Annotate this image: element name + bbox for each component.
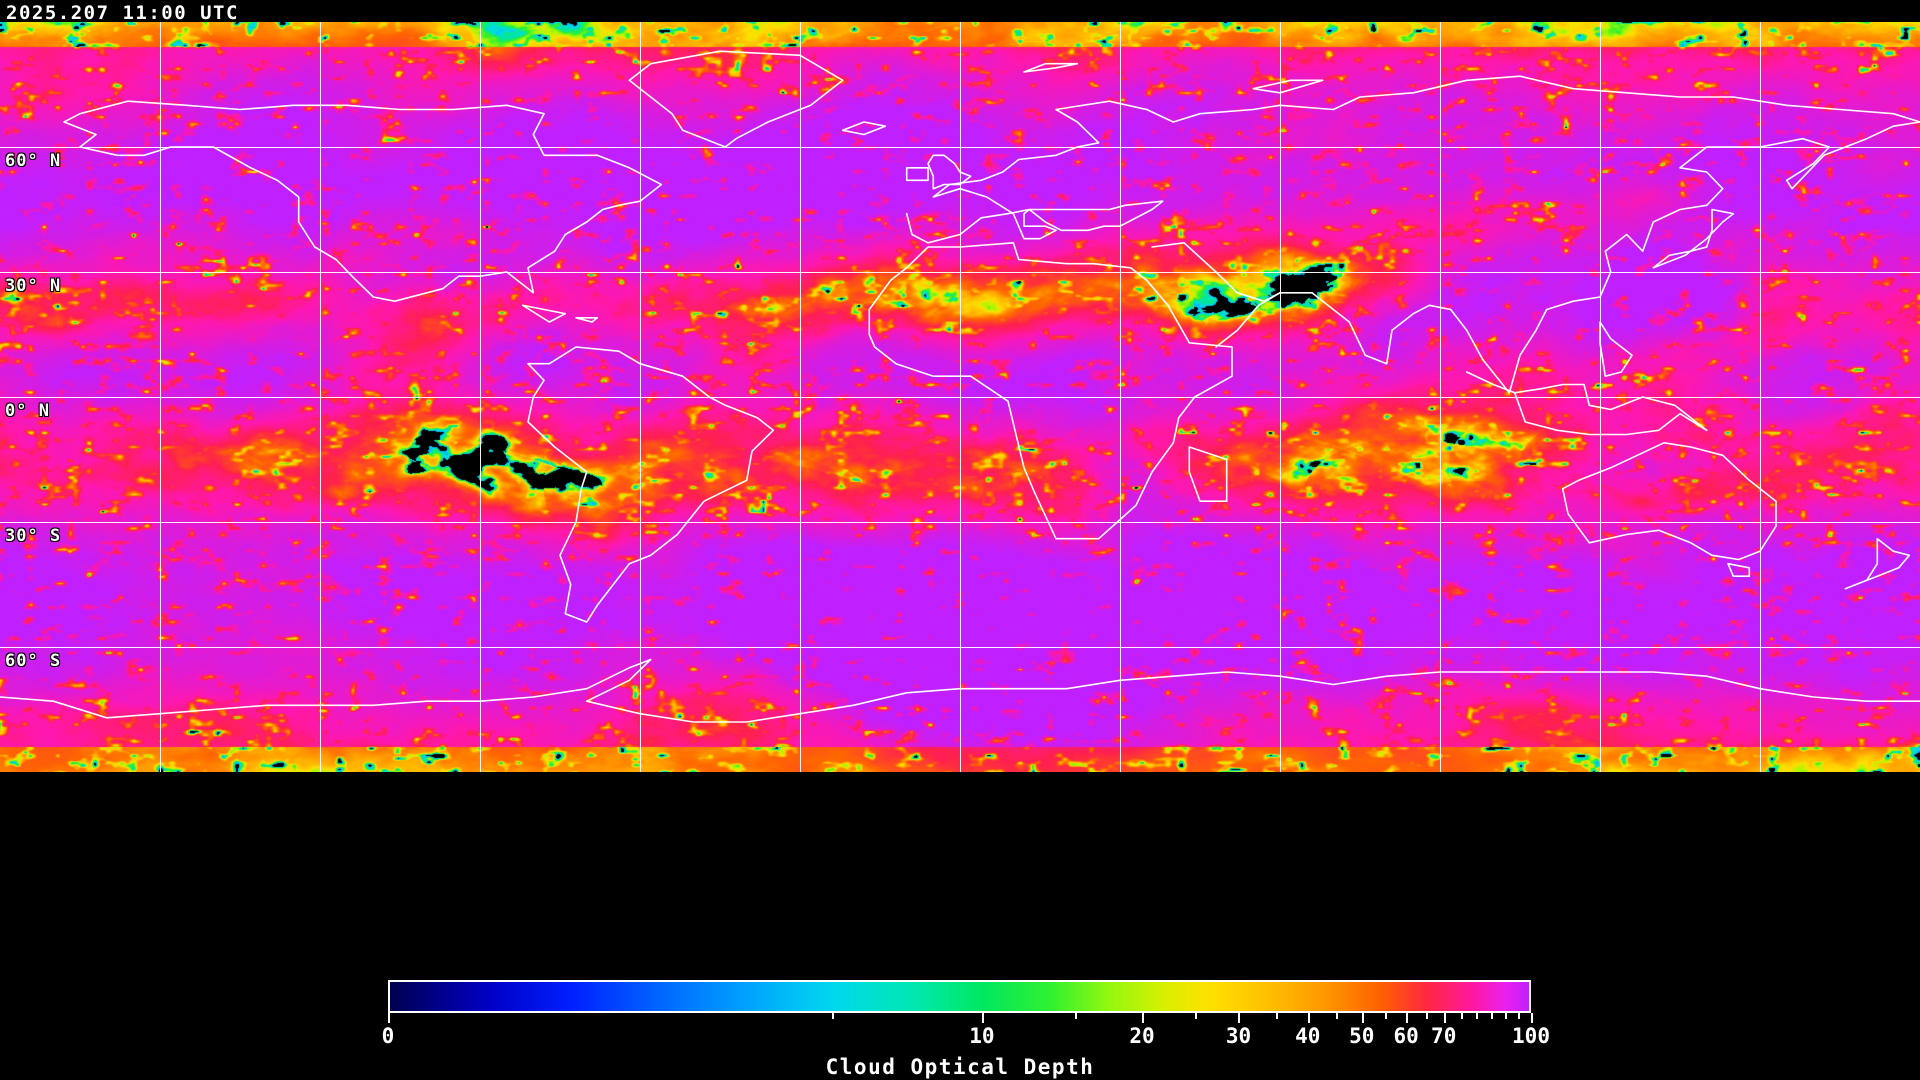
gridline-lon-120 (1600, 22, 1601, 772)
colorbar-tick-label-100: 100 (1512, 1024, 1550, 1048)
colorbar-tick-label-60: 60 (1393, 1024, 1419, 1048)
colorbar-tick-labels: 0 10 20 30 40 50 60 70 100 (0, 1024, 1920, 1054)
colorbar-tick-50 (1361, 1013, 1364, 1023)
world-map[interactable]: 60° N 30° N 0° N 30° S 60° S (0, 22, 1920, 772)
coastline-path-8 (1652, 208, 1735, 269)
colorbar-tick-label-10: 10 (969, 1024, 995, 1048)
coastline-path-4 (905, 75, 1920, 244)
colorbar-tick-60 (1406, 1013, 1409, 1023)
colorbar-tick-label-70: 70 (1431, 1024, 1457, 1048)
coastline-path-0 (63, 100, 663, 302)
coastline-path-11 (1599, 321, 1633, 377)
coastline-path-9 (1215, 292, 1281, 348)
timestamp-label: 2025.207 11:00 UTC (6, 2, 239, 24)
gridline-lon-150 (1760, 22, 1761, 772)
coastline-path-13 (1727, 562, 1751, 577)
colorbar-minor-tick-35 (1275, 1013, 1278, 1019)
colorbar-gradient (388, 980, 1531, 1013)
lat-label-0: 60° N (5, 151, 62, 171)
coastline-path-5 (927, 154, 972, 190)
coastline-path-18 (521, 304, 567, 323)
colorbar-tick-0 (388, 1013, 390, 1023)
colorbar-minor-tick-45 (1336, 1013, 1339, 1019)
colorbar-ticks (388, 1013, 1533, 1024)
gridline-lon-30 (1120, 22, 1121, 772)
colorbar-tick-70 (1443, 1013, 1446, 1023)
colorbar-title: Cloud Optical Depth (825, 1055, 1095, 1079)
colorbar-tick-label-30: 30 (1225, 1024, 1252, 1048)
colorbar-minor-tick-15 (1074, 1013, 1077, 1019)
colorbar-tick-label-50: 50 (1349, 1024, 1375, 1048)
colorbar-minor-tick-55 (1384, 1013, 1387, 1019)
colorbar-tick-label-0: 0 (381, 1024, 395, 1048)
colorbar-minor-tick-5 (831, 1013, 834, 1019)
colorbar-tick-30 (1238, 1013, 1241, 1023)
colorbar-minor-tick-85 (1491, 1013, 1494, 1019)
coastline-overlay (0, 50, 1920, 723)
lat-label-3: 30° S (5, 526, 62, 546)
colorbar-minor-tick-25 (1194, 1013, 1197, 1019)
coastline-path-6 (905, 167, 929, 182)
coastline-path-14 (1844, 537, 1911, 590)
colorbar-legend: 0 10 20 30 40 50 60 70 100 Cloud Optical Depth (0, 980, 1920, 1080)
coastline-path-2 (527, 346, 775, 623)
coastline-path-17 (841, 121, 887, 136)
gridline-lon-0 (960, 22, 961, 772)
colorbar-minor-tick-90 (1505, 1013, 1508, 1019)
colorbar-minor-tick-65 (1425, 1013, 1428, 1019)
lat-label-2: 0° N (5, 401, 50, 421)
gridline-lon-60 (1280, 22, 1281, 772)
coastline-path-1 (628, 50, 844, 148)
coastline-path-16 (0, 658, 1920, 723)
colorbar-tick-100 (1531, 1013, 1533, 1023)
colorbar-minor-tick-80 (1476, 1013, 1479, 1019)
coastline-path-20 (1023, 62, 1079, 73)
coastline-path-10 (1465, 371, 1708, 436)
lat-label-4: 60° S (5, 651, 62, 671)
colorbar-tick-10 (981, 1013, 984, 1023)
gridline-lon--90 (480, 22, 481, 772)
coastline-path-3 (868, 242, 1233, 540)
coastline-path-15 (1188, 446, 1228, 502)
gridline-lon--120 (320, 22, 321, 772)
colorbar-minor-tick-95 (1518, 1013, 1521, 1019)
lat-label-1: 30° N (5, 276, 62, 296)
gridline-lon--30 (800, 22, 801, 772)
colorbar-tick-label-20: 20 (1129, 1024, 1155, 1048)
coastline-path-12 (1561, 442, 1777, 561)
colorbar-tick-label-40: 40 (1295, 1024, 1321, 1048)
coastline-path-7 (1151, 121, 1920, 394)
gridline-lon-90 (1440, 22, 1441, 772)
colorbar-minor-tick-75 (1460, 1013, 1463, 1019)
coastline-path-21 (1252, 79, 1324, 94)
coastline-path-19 (575, 317, 599, 323)
gridline-lon--60 (640, 22, 641, 772)
gridline-lon--150 (160, 22, 161, 772)
colorbar-tick-20 (1142, 1013, 1145, 1023)
colorbar-tick-40 (1307, 1013, 1310, 1023)
